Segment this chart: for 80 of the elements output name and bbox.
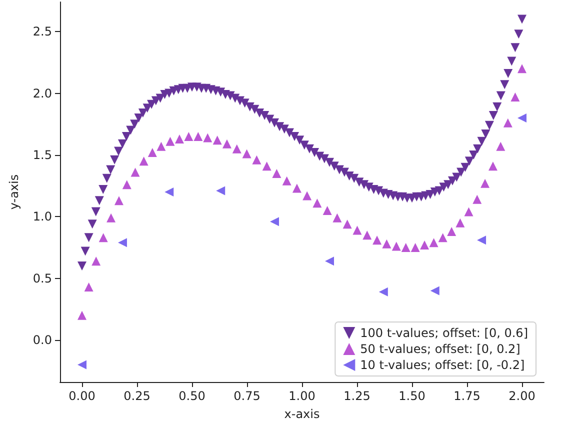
y-tick-label: 0.0 [32,333,52,348]
point [302,191,312,200]
point [203,133,212,142]
point [130,168,140,177]
point [447,226,456,236]
point [252,155,262,164]
point [410,243,420,252]
point [216,186,226,196]
point [270,217,279,226]
legend-label: 10 t-values; offset: [0, -0.2] [360,358,525,372]
point [232,144,242,154]
point [118,238,127,248]
y-tick-label: 1.5 [32,148,52,162]
x-tick-label: 1.25 [344,389,370,403]
x-axis-title: x-axis [284,407,320,421]
point [292,184,302,193]
x-tick-label: 1.75 [454,389,480,403]
point [332,213,342,222]
point [430,286,440,296]
point [488,162,498,171]
point [106,213,116,222]
point [262,162,272,171]
point [477,236,486,245]
point [472,194,482,204]
point [456,218,465,228]
point [510,92,520,102]
point [78,360,86,370]
point [272,168,282,178]
point [114,196,124,206]
x-tick-label: 1.00 [288,389,316,403]
point [342,220,352,229]
x-tick-label: 0.25 [124,389,150,403]
point [322,206,332,216]
y-tick-label: 2.5 [32,24,52,39]
point [84,282,94,292]
y-axis-title: y-axis [7,174,21,210]
point [78,310,86,320]
point [518,64,526,74]
point [480,178,490,188]
x-tick-label: 0.75 [234,389,260,403]
point [194,132,203,141]
point [242,149,252,158]
point [92,256,101,266]
y-tick-label: 0.5 [32,271,52,286]
point [148,148,157,158]
point [174,134,184,144]
point [312,198,322,208]
legend-label: 100 t-values; offset: [0, 0.6] [360,326,528,340]
point [464,207,474,216]
point [282,176,292,186]
x-tick-label: 0.50 [178,389,206,403]
point [503,118,512,128]
point [325,256,334,266]
point [378,287,388,296]
point [166,136,175,146]
point [518,113,526,122]
point [98,233,108,242]
point [429,238,438,248]
point [438,233,448,242]
point [222,139,232,148]
point [382,239,392,248]
point [139,156,148,166]
legend-label: 50 t-values; offset: [0, 0.2] [360,342,520,356]
point [392,242,401,251]
x-tick-label: 0.00 [68,389,96,403]
x-tick-label: 2.00 [508,389,536,403]
y-tick-label: 2.0 [32,86,52,100]
point [372,236,382,245]
point [164,188,174,196]
point [362,230,372,240]
point [352,226,362,235]
point [184,132,194,141]
point [496,142,506,151]
point [401,243,410,252]
y-tick-label: 1.0 [32,210,52,224]
x-tick-label: 1.50 [398,389,426,403]
point [212,136,222,145]
point [122,180,132,190]
point [156,142,166,151]
point [420,240,430,250]
